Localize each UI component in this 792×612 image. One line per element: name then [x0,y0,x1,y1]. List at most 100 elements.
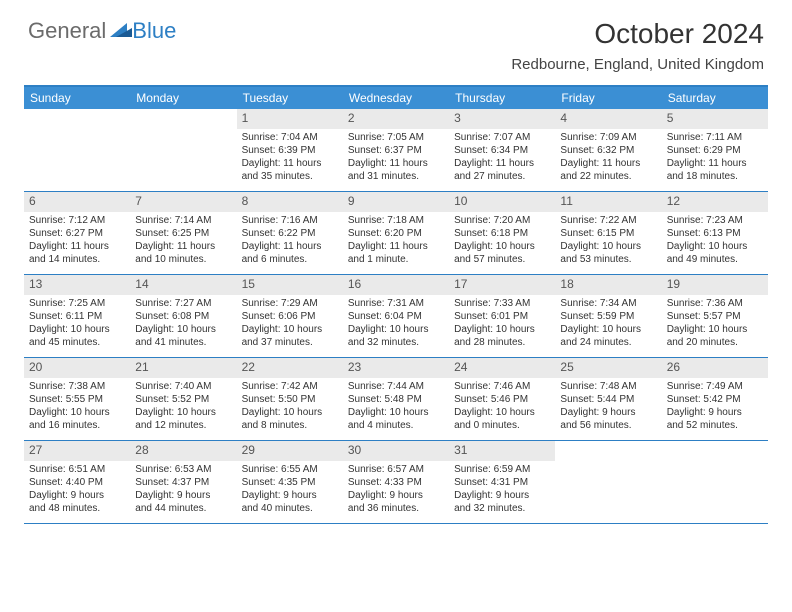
day-detail-line: and 14 minutes. [29,253,125,266]
day-detail-line: Daylight: 10 hours [29,406,125,419]
day-detail-line: Daylight: 10 hours [667,240,763,253]
day-cell: 31Sunrise: 6:59 AMSunset: 4:31 PMDayligh… [449,441,555,523]
day-number: 1 [237,109,343,129]
day-cell: 14Sunrise: 7:27 AMSunset: 6:08 PMDayligh… [130,275,236,357]
day-detail-line: Sunset: 4:31 PM [454,476,550,489]
day-cell: 11Sunrise: 7:22 AMSunset: 6:15 PMDayligh… [555,192,661,274]
day-detail-line: Sunset: 5:46 PM [454,393,550,406]
day-detail-line: and 56 minutes. [560,419,656,432]
day-detail-line: and 0 minutes. [454,419,550,432]
day-number: 30 [343,441,449,461]
dow-cell: Wednesday [343,87,449,109]
day-detail-line: Daylight: 11 hours [242,157,338,170]
day-detail-line: and 31 minutes. [348,170,444,183]
location-text: Redbourne, England, United Kingdom [511,56,764,73]
day-detail-line: Daylight: 9 hours [667,406,763,419]
week-row: 13Sunrise: 7:25 AMSunset: 6:11 PMDayligh… [24,275,768,358]
day-detail-line: and 48 minutes. [29,502,125,515]
day-number: 28 [130,441,236,461]
day-detail-line: Sunrise: 7:18 AM [348,214,444,227]
day-cell: 23Sunrise: 7:44 AMSunset: 5:48 PMDayligh… [343,358,449,440]
day-detail-line: Daylight: 10 hours [454,406,550,419]
day-detail-line: Daylight: 11 hours [29,240,125,253]
day-detail-line: Sunrise: 7:40 AM [135,380,231,393]
day-detail-line: and 57 minutes. [454,253,550,266]
day-detail-line: Sunrise: 7:14 AM [135,214,231,227]
day-detail-line: and 20 minutes. [667,336,763,349]
day-detail-line: and 35 minutes. [242,170,338,183]
day-detail-line: Sunset: 5:42 PM [667,393,763,406]
day-cell: 5Sunrise: 7:11 AMSunset: 6:29 PMDaylight… [662,109,768,191]
day-number: 13 [24,275,130,295]
day-detail-line: Daylight: 11 hours [560,157,656,170]
day-number: 23 [343,358,449,378]
day-detail-line: Sunrise: 7:22 AM [560,214,656,227]
day-number: 18 [555,275,661,295]
day-detail-line: and 37 minutes. [242,336,338,349]
day-cell [24,109,130,191]
day-number: 6 [24,192,130,212]
day-detail-line: Sunset: 6:15 PM [560,227,656,240]
day-detail-line: Sunrise: 6:53 AM [135,463,231,476]
day-number: 12 [662,192,768,212]
day-cell: 4Sunrise: 7:09 AMSunset: 6:32 PMDaylight… [555,109,661,191]
dow-cell: Tuesday [237,87,343,109]
day-detail-line: and 52 minutes. [667,419,763,432]
day-cell: 27Sunrise: 6:51 AMSunset: 4:40 PMDayligh… [24,441,130,523]
day-cell: 12Sunrise: 7:23 AMSunset: 6:13 PMDayligh… [662,192,768,274]
day-number: 17 [449,275,555,295]
day-detail-line: and 6 minutes. [242,253,338,266]
day-detail-line: Daylight: 11 hours [242,240,338,253]
day-detail-line: Daylight: 10 hours [135,406,231,419]
day-detail-line: Sunset: 5:48 PM [348,393,444,406]
day-number: 8 [237,192,343,212]
day-detail-line: and 4 minutes. [348,419,444,432]
day-detail-line: Sunset: 6:06 PM [242,310,338,323]
day-cell: 16Sunrise: 7:31 AMSunset: 6:04 PMDayligh… [343,275,449,357]
day-detail-line: Daylight: 11 hours [667,157,763,170]
day-detail-line: Sunrise: 6:55 AM [242,463,338,476]
day-detail-line: and 22 minutes. [560,170,656,183]
day-number: 19 [662,275,768,295]
day-detail-line: Sunset: 4:33 PM [348,476,444,489]
day-detail-line: Daylight: 10 hours [454,240,550,253]
day-cell: 1Sunrise: 7:04 AMSunset: 6:39 PMDaylight… [237,109,343,191]
day-cell: 2Sunrise: 7:05 AMSunset: 6:37 PMDaylight… [343,109,449,191]
day-detail-line: and 24 minutes. [560,336,656,349]
day-detail-line: and 27 minutes. [454,170,550,183]
dow-cell: Sunday [24,87,130,109]
day-number: 5 [662,109,768,129]
day-number: 26 [662,358,768,378]
day-cell: 17Sunrise: 7:33 AMSunset: 6:01 PMDayligh… [449,275,555,357]
day-detail-line: and 18 minutes. [667,170,763,183]
day-detail-line: Sunset: 6:39 PM [242,144,338,157]
day-number: 27 [24,441,130,461]
day-detail-line: Sunrise: 7:05 AM [348,131,444,144]
day-number: 20 [24,358,130,378]
day-cell: 3Sunrise: 7:07 AMSunset: 6:34 PMDaylight… [449,109,555,191]
day-detail-line: Sunset: 5:52 PM [135,393,231,406]
day-detail-line: Sunrise: 7:16 AM [242,214,338,227]
day-detail-line: Sunset: 6:34 PM [454,144,550,157]
day-detail-line: Daylight: 9 hours [348,489,444,502]
day-detail-line: and 12 minutes. [135,419,231,432]
day-detail-line: and 1 minute. [348,253,444,266]
logo-triangle-icon [110,20,132,43]
days-of-week-row: SundayMondayTuesdayWednesdayThursdayFrid… [24,87,768,109]
day-cell: 15Sunrise: 7:29 AMSunset: 6:06 PMDayligh… [237,275,343,357]
day-detail-line: and 8 minutes. [242,419,338,432]
day-detail-line: Daylight: 10 hours [667,323,763,336]
day-cell: 19Sunrise: 7:36 AMSunset: 5:57 PMDayligh… [662,275,768,357]
day-detail-line: Sunset: 5:57 PM [667,310,763,323]
logo: General Blue [28,18,176,44]
day-detail-line: Sunrise: 7:27 AM [135,297,231,310]
dow-cell: Saturday [662,87,768,109]
day-detail-line: Sunrise: 7:48 AM [560,380,656,393]
day-detail-line: and 53 minutes. [560,253,656,266]
dow-cell: Thursday [449,87,555,109]
day-detail-line: Sunset: 5:59 PM [560,310,656,323]
title-block: October 2024 Redbourne, England, United … [511,18,764,73]
weeks-container: 1Sunrise: 7:04 AMSunset: 6:39 PMDaylight… [24,109,768,524]
day-cell: 24Sunrise: 7:46 AMSunset: 5:46 PMDayligh… [449,358,555,440]
day-number: 3 [449,109,555,129]
